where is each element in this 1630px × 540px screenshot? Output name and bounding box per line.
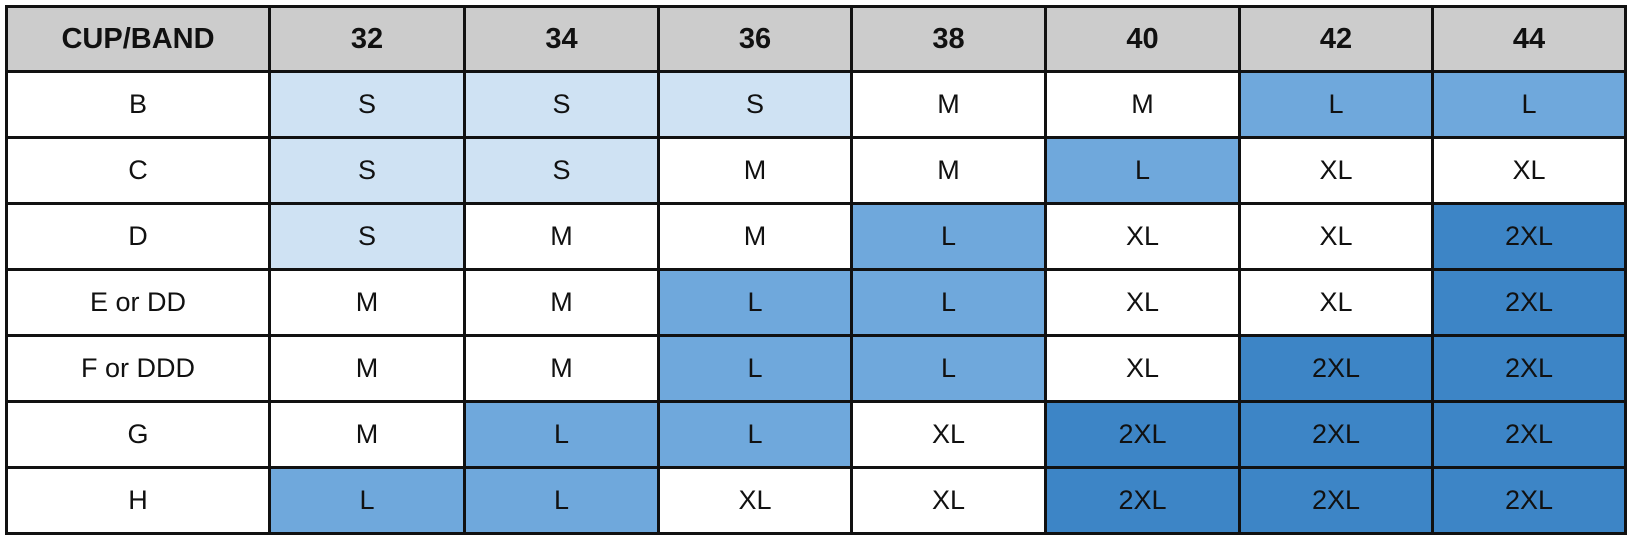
table-row: G M L L XL 2XL 2XL 2XL — [5, 400, 1627, 469]
size-cell: M — [850, 70, 1047, 139]
cup-label: F or DDD — [5, 334, 271, 403]
size-cell: 2XL — [1044, 400, 1241, 469]
size-cell: XL — [1238, 202, 1434, 271]
size-cell: L — [657, 268, 853, 337]
size-cell: XL — [1431, 136, 1627, 205]
size-cell: S — [657, 70, 853, 139]
size-cell: L — [1238, 70, 1434, 139]
cup-label: D — [5, 202, 271, 271]
band-header: 42 — [1238, 5, 1434, 73]
size-cell: M — [657, 202, 853, 271]
size-cell: L — [850, 202, 1047, 271]
size-cell: 2XL — [1431, 268, 1627, 337]
size-cell: M — [268, 334, 466, 403]
cup-label: G — [5, 400, 271, 469]
size-cell: XL — [657, 466, 853, 535]
size-cell: 2XL — [1431, 466, 1627, 535]
size-cell: 2XL — [1431, 334, 1627, 403]
table-row: D S M M L XL XL 2XL — [5, 202, 1627, 271]
size-cell: XL — [1044, 268, 1241, 337]
size-cell: L — [463, 466, 660, 535]
size-cell: 2XL — [1238, 466, 1434, 535]
size-cell: 2XL — [1044, 466, 1241, 535]
size-cell: M — [268, 400, 466, 469]
table-row: H L L XL XL 2XL 2XL 2XL — [5, 466, 1627, 535]
size-cell: 2XL — [1238, 334, 1434, 403]
size-cell: L — [463, 400, 660, 469]
size-cell: M — [1044, 70, 1241, 139]
size-cell: XL — [850, 400, 1047, 469]
corner-header: CUP/BAND — [5, 5, 271, 73]
table-row: F or DDD M M L L XL 2XL 2XL — [5, 334, 1627, 403]
band-header: 38 — [850, 5, 1047, 73]
cup-label: H — [5, 466, 271, 535]
size-cell: L — [657, 400, 853, 469]
table-row: C S S M M L XL XL — [5, 136, 1627, 205]
cup-label: C — [5, 136, 271, 205]
size-cell: XL — [1044, 202, 1241, 271]
band-header: 32 — [268, 5, 466, 73]
size-cell: 2XL — [1238, 400, 1434, 469]
size-cell: M — [850, 136, 1047, 205]
band-header: 34 — [463, 5, 660, 73]
size-cell: XL — [1238, 136, 1434, 205]
band-header: 36 — [657, 5, 853, 73]
size-cell: M — [268, 268, 466, 337]
size-cell: S — [268, 136, 466, 205]
size-cell: XL — [850, 466, 1047, 535]
band-header: 40 — [1044, 5, 1241, 73]
cup-label: E or DD — [5, 268, 271, 337]
band-header: 44 — [1431, 5, 1627, 73]
size-cell: S — [268, 202, 466, 271]
size-cell: S — [268, 70, 466, 139]
size-cell: M — [657, 136, 853, 205]
size-cell: M — [463, 268, 660, 337]
size-cell: L — [1431, 70, 1627, 139]
size-cell: 2XL — [1431, 202, 1627, 271]
size-cell: L — [850, 268, 1047, 337]
table-row: E or DD M M L L XL XL 2XL — [5, 268, 1627, 337]
size-cell: XL — [1238, 268, 1434, 337]
size-cell: 2XL — [1431, 400, 1627, 469]
size-cell: S — [463, 70, 660, 139]
size-cell: M — [463, 334, 660, 403]
size-cell: S — [463, 136, 660, 205]
size-cell: XL — [1044, 334, 1241, 403]
cup-label: B — [5, 70, 271, 139]
size-cell: L — [268, 466, 466, 535]
size-cell: L — [657, 334, 853, 403]
header-row: CUP/BAND 32 34 36 38 40 42 44 — [5, 5, 1627, 73]
size-cell: L — [1044, 136, 1241, 205]
size-cell: L — [850, 334, 1047, 403]
size-cell: M — [463, 202, 660, 271]
